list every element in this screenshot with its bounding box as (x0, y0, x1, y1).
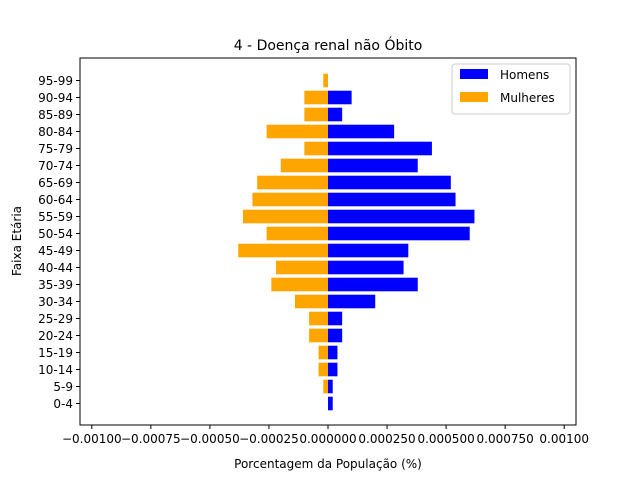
y-tick-label: 15-19 (38, 346, 73, 360)
legend-label-homens: Homens (500, 68, 549, 82)
y-tick-label: 35-39 (38, 278, 73, 292)
y-tick-label: 65-69 (38, 176, 73, 190)
bar-mulheres-35-39 (271, 277, 328, 292)
x-tick-label: 0.000000 (299, 432, 356, 446)
bar-homens-90-94 (328, 90, 352, 105)
bar-homens-80-84 (328, 124, 395, 139)
bar-mulheres-50-54 (266, 226, 328, 241)
bar-homens-85-89 (328, 107, 343, 122)
y-tick-label: 60-64 (38, 193, 73, 207)
plot-frame (79, 57, 577, 426)
legend-label-mulheres: Mulheres (500, 91, 555, 105)
bar-homens-70-74 (328, 158, 418, 173)
legend-swatch-mulheres (460, 92, 488, 102)
bar-mulheres-65-69 (257, 175, 328, 190)
y-tick-label: 5-9 (53, 380, 73, 394)
x-tick-label: −0.00050 (180, 432, 240, 446)
bar-homens-75-79 (328, 141, 432, 156)
bar-homens-40-44 (328, 260, 404, 275)
y-tick-label: 55-59 (38, 210, 73, 224)
bar-homens-10-14 (328, 362, 338, 377)
y-tick-label: 45-49 (38, 244, 73, 258)
bar-mulheres-80-84 (266, 124, 328, 139)
bar-homens-65-69 (328, 175, 451, 190)
x-tick-label: 0.000250 (358, 432, 415, 446)
bar-mulheres-75-79 (304, 141, 328, 156)
bar-mulheres-95-99 (323, 73, 328, 88)
y-tick-label: 40-44 (38, 261, 73, 275)
bar-homens-0-4 (328, 396, 333, 411)
y-tick-label: 30-34 (38, 295, 73, 309)
y-tick-label: 75-79 (38, 142, 73, 156)
bar-mulheres-5-9 (323, 379, 328, 394)
y-tick-label: 85-89 (38, 108, 73, 122)
bar-homens-30-34 (328, 294, 376, 309)
bar-mulheres-30-34 (294, 294, 328, 309)
x-tick-label: −0.00100 (62, 432, 122, 446)
y-axis-ticks: 0-4 5-9 10-14 15-19 20-24 25-29 30-34 35-39 40-4… (38, 74, 80, 411)
bar-mulheres-40-44 (276, 260, 328, 275)
bar-homens-25-29 (328, 311, 343, 326)
x-axis-ticks: −0.00100 −0.00075 −0.00050 −0.00025 0.000000… (62, 425, 589, 446)
chart-title: 4 - Doença renal não Óbito (234, 36, 423, 54)
y-tick-label: 20-24 (38, 329, 73, 343)
bar-mulheres-20-24 (309, 328, 328, 343)
y-tick-label: 70-74 (38, 159, 73, 173)
y-tick-label: 90-94 (38, 91, 73, 105)
y-tick-label: 80-84 (38, 125, 73, 139)
x-tick-label: −0.00025 (239, 432, 299, 446)
bar-homens-55-59 (328, 209, 475, 224)
y-tick-label: 25-29 (38, 312, 73, 326)
bar-mulheres-45-49 (238, 243, 328, 258)
bar-homens-5-9 (328, 379, 333, 394)
x-tick-label: 0.000500 (417, 432, 474, 446)
bars-layer (238, 73, 475, 411)
bar-mulheres-60-64 (252, 192, 328, 207)
bar-homens-35-39 (328, 277, 418, 292)
y-tick-label: 50-54 (38, 227, 73, 241)
bar-mulheres-25-29 (309, 311, 328, 326)
x-tick-label: 0.000750 (477, 432, 534, 446)
bar-homens-15-19 (328, 345, 338, 360)
y-tick-label: 0-4 (53, 397, 73, 411)
bar-homens-20-24 (328, 328, 343, 343)
bar-mulheres-70-74 (280, 158, 328, 173)
bar-mulheres-55-59 (242, 209, 328, 224)
bar-homens-60-64 (328, 192, 456, 207)
bar-homens-50-54 (328, 226, 470, 241)
bar-mulheres-90-94 (304, 90, 328, 105)
x-tick-label: 0.00100 (539, 432, 589, 446)
bar-mulheres-85-89 (304, 107, 328, 122)
bar-mulheres-15-19 (318, 345, 328, 360)
bar-mulheres-10-14 (318, 362, 328, 377)
legend: Homens Mulheres (451, 63, 571, 115)
bar-homens-45-49 (328, 243, 409, 258)
x-tick-label: −0.00075 (121, 432, 181, 446)
x-axis-label: Porcentagem da População (%) (234, 457, 422, 471)
y-tick-label: 95-99 (38, 74, 73, 88)
y-axis-label: Faixa Etária (10, 206, 24, 276)
y-tick-label: 10-14 (38, 363, 73, 377)
legend-swatch-homens (460, 69, 488, 79)
